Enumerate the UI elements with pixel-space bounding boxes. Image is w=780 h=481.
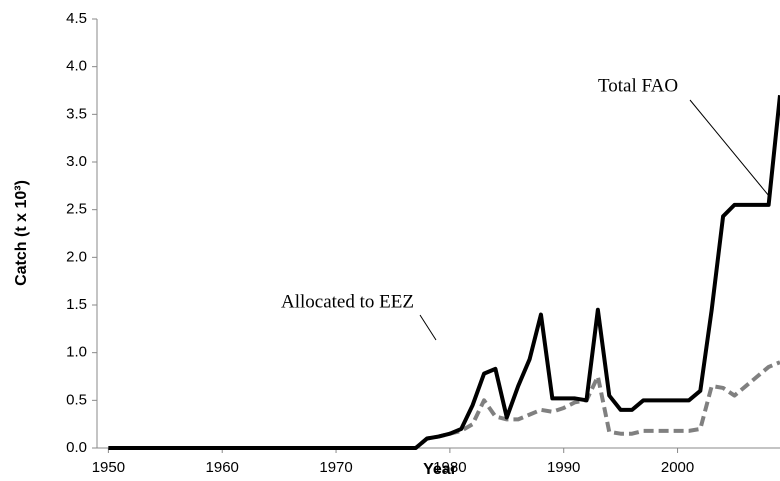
annotation: Allocated to EEZ	[281, 291, 414, 312]
y-tick-label: 4.0	[66, 58, 87, 75]
y-tick-label: 2.5	[66, 201, 87, 218]
x-tick-label: 1990	[547, 459, 580, 476]
leader-line	[689, 99, 770, 197]
x-tick-label: 1950	[92, 459, 125, 476]
x-tick-label: 1980	[433, 459, 466, 476]
x-tick-label: 2000	[661, 459, 694, 476]
y-tick-label: 3.5	[66, 105, 87, 122]
leader-line	[419, 314, 437, 341]
y-tick-label: 4.5	[66, 10, 87, 27]
series-line	[108, 95, 780, 450]
y-tick-label: 0.0	[66, 439, 87, 456]
y-tick-label: 1.5	[66, 296, 87, 313]
x-axis-title: Year	[423, 461, 457, 478]
y-axis-title: Catch (t x 10³)	[13, 180, 30, 286]
x-tick-label: 1960	[206, 459, 239, 476]
annotation: Total FAO	[598, 75, 678, 96]
x-tick-label: 1970	[319, 459, 352, 476]
y-tick-label: 2.0	[66, 248, 87, 265]
y-tick-label: 1.0	[66, 344, 87, 361]
y-tick-label: 0.5	[66, 391, 87, 408]
y-tick-label: 3.0	[66, 153, 87, 170]
